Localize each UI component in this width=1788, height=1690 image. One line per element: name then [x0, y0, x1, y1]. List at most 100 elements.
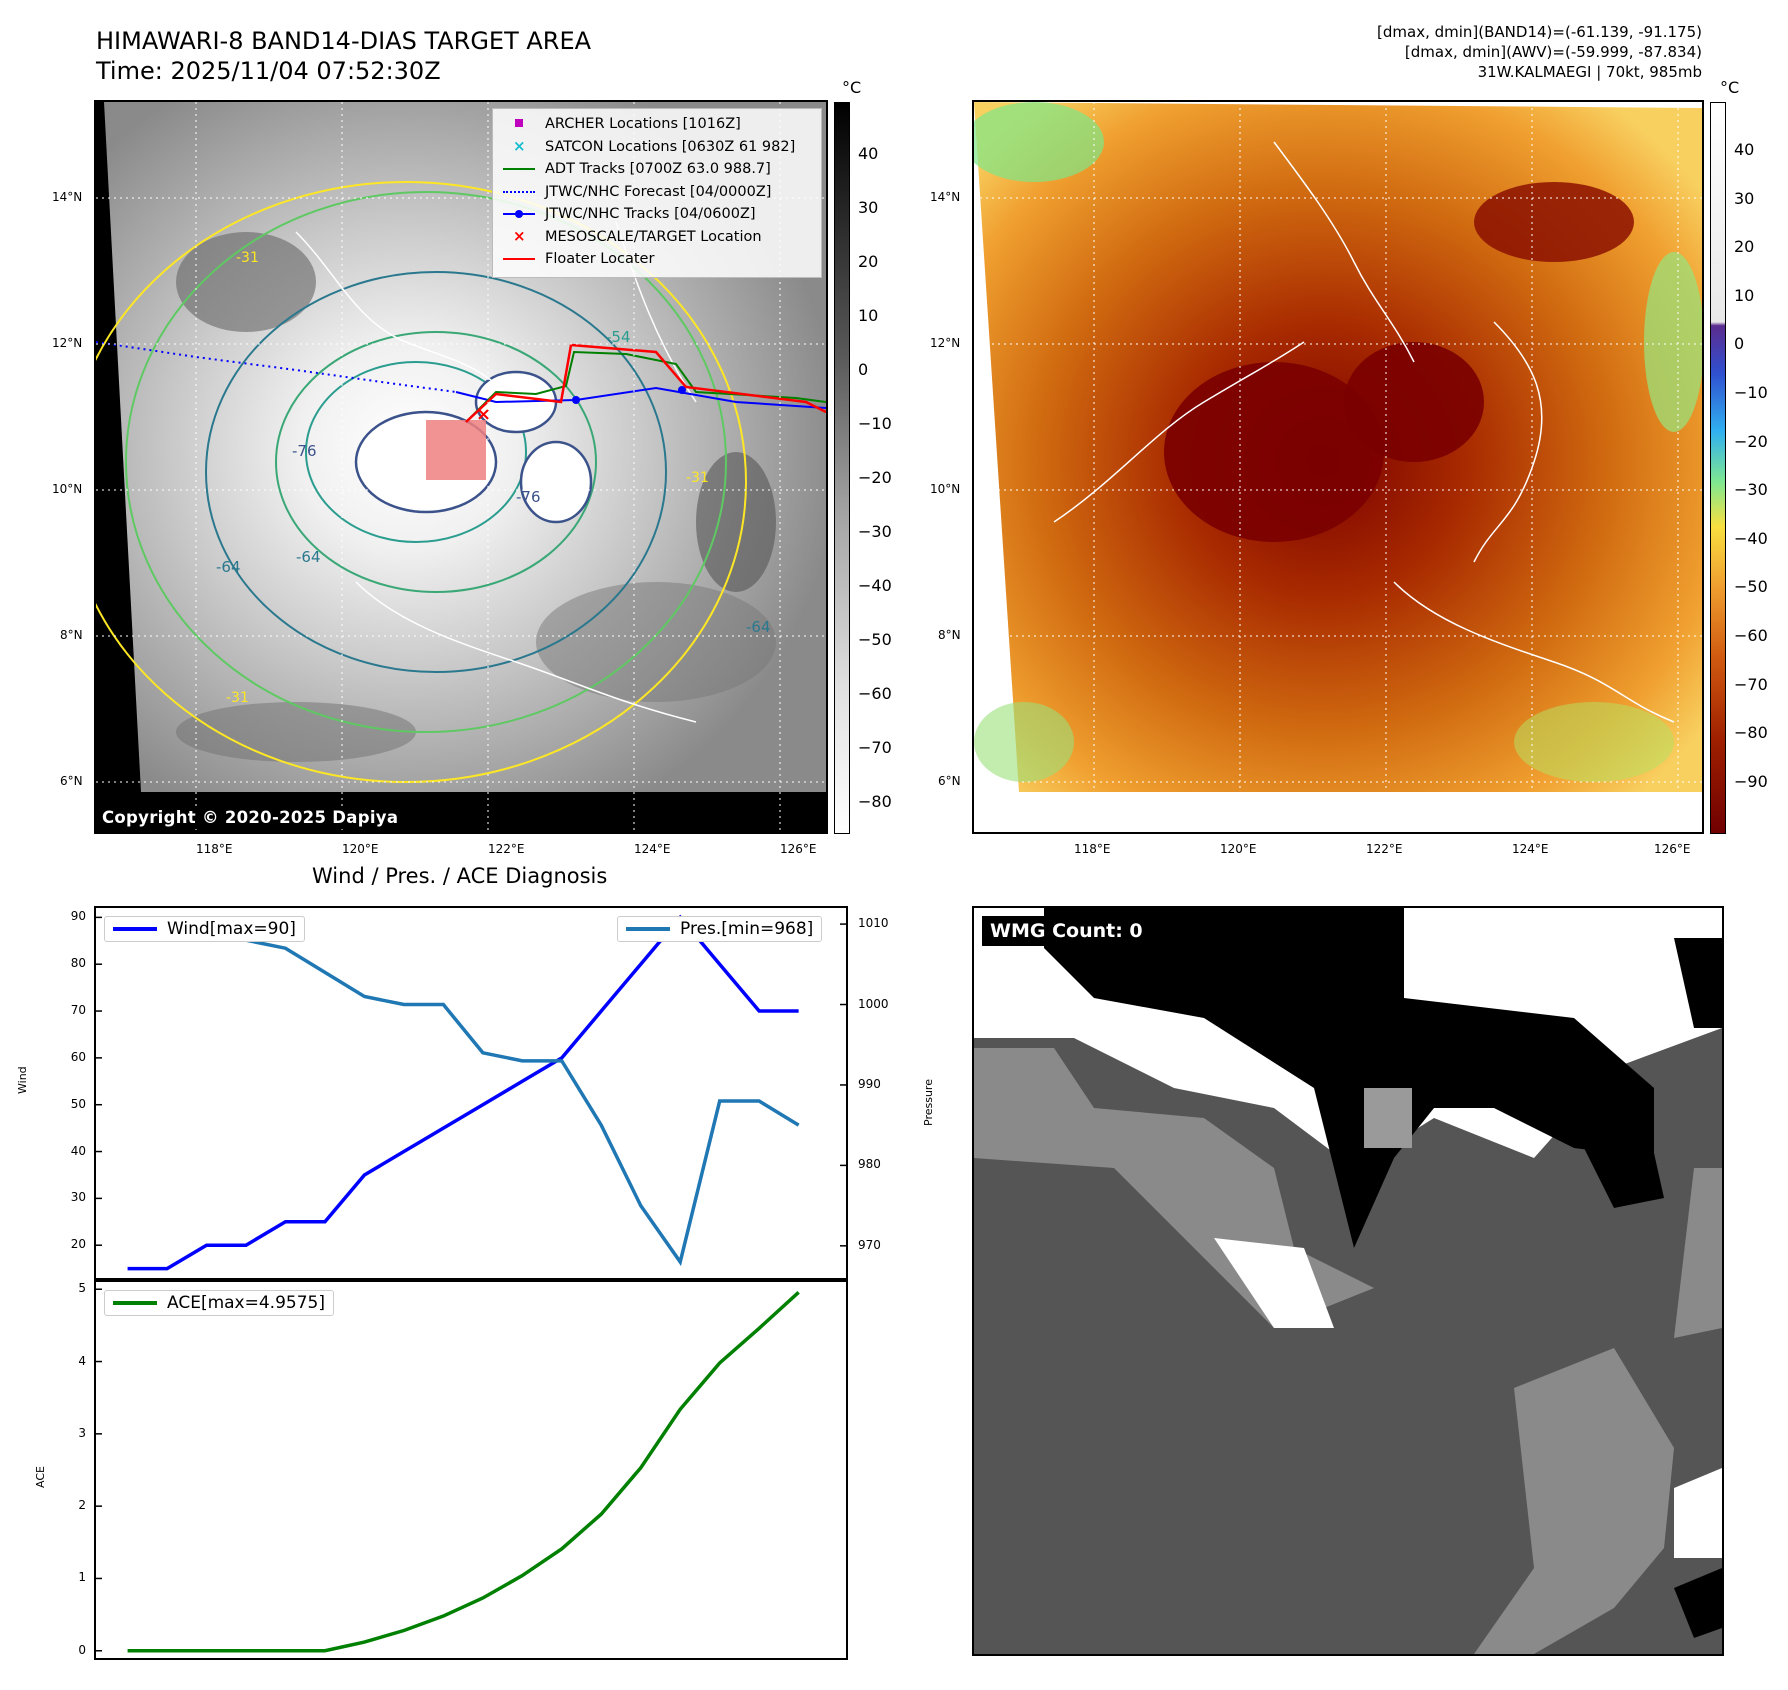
colorbar-tick: −70 [1734, 674, 1768, 694]
lon-label: 126°E [780, 842, 817, 856]
contour-label: -31 [236, 250, 259, 266]
colorbar-tick: 0 [858, 360, 869, 379]
lat-label: 12°N [930, 336, 961, 350]
lat-label: 10°N [52, 482, 83, 496]
wmg-count-label: WMG Count: 0 [982, 916, 1151, 946]
pressure-legend: Pres.[min=968] [617, 916, 823, 942]
legend-item-mesoscale: × MESOSCALE/TARGET Location [501, 226, 813, 249]
legend-label: ADT Tracks [0700Z 63.0 988.7] [545, 161, 771, 178]
lon-label: 124°E [634, 842, 671, 856]
colorbar-right-unit: °C [1720, 78, 1740, 97]
contour-label: -31 [226, 690, 249, 706]
colorbar-tick: −50 [1734, 577, 1768, 597]
lon-label: 120°E [342, 842, 379, 856]
wmg-panel [972, 906, 1724, 1656]
map-legend: ARCHER Locations [1016Z] × SATCON Locati… [492, 108, 822, 278]
axis-tick-label: 4 [78, 1353, 86, 1368]
ace-frame [94, 1280, 848, 1660]
colorbar-tick: 20 [1734, 237, 1755, 257]
colorbar-tick: −10 [1734, 383, 1768, 402]
wind-legend: Wind[max=90] [104, 916, 305, 942]
colorbar-tick: −90 [1734, 771, 1768, 791]
pressure-legend-swatch [626, 927, 670, 931]
legend-label: ARCHER Locations [1016Z] [545, 116, 741, 133]
copyright-label: Copyright © 2020-2025 Dapiya [96, 806, 405, 829]
diagnosis-title: Wind / Pres. / ACE Diagnosis [312, 864, 608, 888]
axis-tick-label: 2 [78, 1498, 86, 1513]
line-dot-icon [501, 203, 537, 225]
legend-label: MESOSCALE/TARGET Location [545, 228, 762, 245]
colorbar-right [1710, 102, 1726, 834]
lat-label: 12°N [52, 336, 83, 350]
wind-legend-label: Wind[max=90] [167, 919, 296, 939]
lat-label: 14°N [52, 190, 83, 204]
legend-label: JTWC/NHC Tracks [04/0600Z] [545, 206, 756, 223]
colorbar-tick: 30 [858, 198, 879, 217]
lat-label: 8°N [938, 628, 961, 642]
axis-tick-label: 970 [858, 1237, 881, 1252]
axis-tick-label: 990 [858, 1076, 881, 1091]
colorbar-tick: 10 [858, 306, 879, 325]
wind-series-line [127, 914, 799, 1271]
info-block: [dmax, dmin](BAND14)=(-61.139, -91.175) … [1377, 22, 1702, 82]
axis-tick-label: 70 [70, 1003, 86, 1018]
title-line-1: HIMAWARI-8 BAND14-DIAS TARGET AREA [96, 27, 592, 55]
ace-legend-label: ACE[max=4.9575] [167, 1293, 325, 1313]
colorbar-tick: −80 [1734, 723, 1768, 743]
legend-item-archer: ARCHER Locations [1016Z] [501, 113, 813, 136]
title-line-2: Time: 2025/11/04 07:52:30Z [96, 57, 441, 85]
square-marker-icon [501, 113, 537, 135]
colorbar-tick: −60 [1734, 626, 1768, 645]
ace-chart [94, 1280, 848, 1660]
ace-series-line [127, 1291, 800, 1653]
legend-item-forecast: JTWC/NHC Forecast [04/0000Z] [501, 181, 813, 204]
lon-label: 120°E [1220, 842, 1257, 856]
axis-tick-label: 3 [78, 1425, 86, 1440]
axis-tick-label: 50 [70, 1096, 86, 1111]
lon-label: 118°E [196, 842, 233, 856]
lat-label: 14°N [930, 190, 961, 204]
colorbar-left [834, 102, 850, 834]
axis-tick-label: 80 [70, 956, 86, 971]
line-marker-icon [501, 248, 537, 270]
figure-title: HIMAWARI-8 BAND14-DIAS TARGET AREA Time: … [96, 26, 591, 86]
legend-item-tracks: JTWC/NHC Tracks [04/0600Z] [501, 203, 813, 226]
lat-label: 6°N [938, 774, 961, 788]
wind-legend-swatch [113, 927, 157, 931]
colorbar-tick: −20 [1734, 431, 1768, 451]
colorbar-tick: −70 [858, 738, 892, 757]
colorbar-tick: 40 [1734, 140, 1755, 159]
axis-tick-label: 1 [78, 1570, 86, 1585]
info-line-2: [dmax, dmin](AWV)=(-59.999, -87.834) [1404, 43, 1702, 61]
lat-label: 8°N [60, 628, 83, 642]
lon-label: 122°E [488, 842, 525, 856]
axis-tick-label: 30 [70, 1190, 86, 1205]
axis-tick-label: 980 [858, 1157, 881, 1172]
legend-item-floater: Floater Locater [501, 248, 813, 271]
lon-label: 126°E [1654, 842, 1691, 856]
lat-label: 6°N [60, 774, 83, 788]
colorbar-tick: −10 [858, 414, 892, 433]
contour-label: -76 [516, 488, 541, 506]
contour-label: -64 [746, 618, 771, 636]
axis-tick-label: 1010 [858, 916, 889, 931]
contour-label: -76 [292, 442, 317, 460]
ace-legend: ACE[max=4.9575] [104, 1290, 334, 1316]
awv-map-image [974, 102, 1702, 832]
contour-label: -54 [606, 328, 631, 346]
axis-tick-label: 5 [78, 1281, 86, 1296]
dotted-line-icon [501, 181, 537, 203]
colorbar-tick: −30 [1734, 480, 1768, 500]
lon-label: 124°E [1512, 842, 1549, 856]
legend-label: JTWC/NHC Forecast [04/0000Z] [545, 183, 772, 200]
axis-tick-label: 20 [70, 1237, 86, 1252]
colorbar-tick: −40 [858, 576, 892, 595]
colorbar-tick: 0 [1734, 334, 1745, 354]
lon-label: 118°E [1074, 842, 1111, 856]
info-line-1: [dmax, dmin](BAND14)=(-61.139, -91.175) [1377, 23, 1702, 41]
legend-item-adt: ADT Tracks [0700Z 63.0 988.7] [501, 158, 813, 181]
colorbar-tick: 30 [1734, 188, 1755, 208]
info-line-3: 31W.KALMAEGI | 70kt, 985mb [1477, 63, 1702, 81]
wmg-image [974, 908, 1722, 1654]
axis-tick-label: 90 [70, 909, 86, 924]
